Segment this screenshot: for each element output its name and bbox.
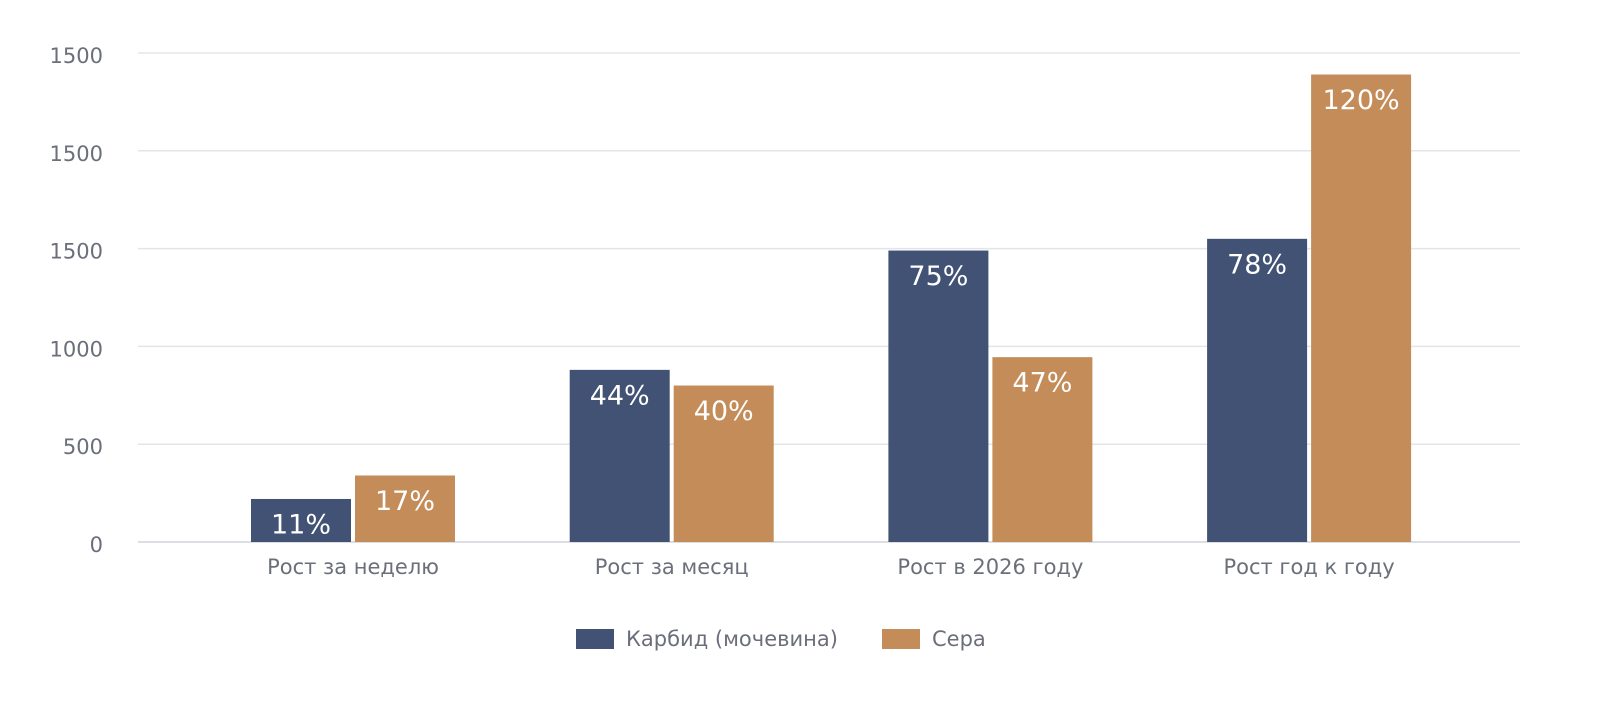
y-tick-label: 1000	[50, 337, 103, 361]
value-label: 40%	[694, 396, 754, 427]
bar	[355, 475, 455, 542]
bar	[673, 385, 774, 542]
value-label: 47%	[1012, 368, 1072, 399]
x-tick-label: Рост год к году	[1223, 555, 1394, 579]
value-label: 120%	[1322, 85, 1399, 116]
x-tick-label: Рост за месяц	[595, 555, 749, 579]
value-label: 78%	[1227, 249, 1287, 280]
bar	[992, 357, 1093, 542]
y-tick-label: 0	[90, 533, 103, 557]
legend-swatch	[576, 629, 614, 649]
y-tick-label: 1500	[50, 240, 103, 264]
bar	[1207, 238, 1308, 542]
legend-swatch	[882, 629, 920, 649]
legend-label: Сера	[932, 627, 986, 651]
x-tick-label: Рост за неделю	[267, 555, 439, 579]
bar	[569, 369, 670, 542]
x-tick-label: Рост в 2026 году	[897, 555, 1083, 579]
y-tick-label: 500	[63, 435, 103, 459]
value-label: 11%	[271, 509, 331, 540]
value-label: 17%	[375, 486, 435, 517]
bar	[251, 498, 351, 542]
value-label: 75%	[908, 261, 968, 292]
y-tick-label: 1500	[50, 142, 103, 166]
bar	[888, 250, 989, 542]
value-label: 44%	[590, 380, 650, 411]
bar	[1311, 74, 1412, 543]
legend-label: Карбид (мочевина)	[626, 627, 838, 651]
y-tick-label: 1500	[50, 44, 103, 68]
